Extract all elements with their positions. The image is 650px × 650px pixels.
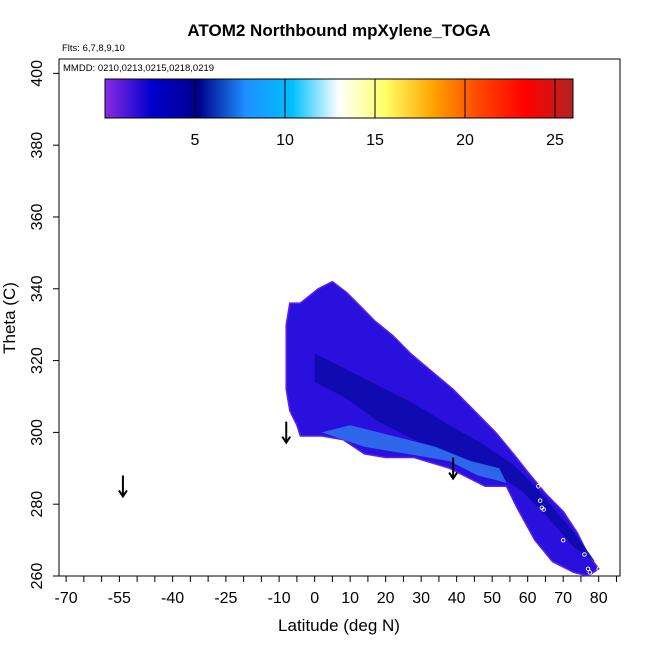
colorbar-tick-label: 20: [456, 132, 474, 149]
marker-layer: [536, 483, 601, 575]
chart-title: ATOM2 Northbound mpXylene_TOGA: [187, 21, 490, 40]
x-tick-label: 40: [448, 590, 466, 607]
data-marker: [536, 483, 541, 489]
y-tick-label: 320: [29, 347, 46, 374]
arrow-head: [448, 471, 458, 481]
x-tick-label: 60: [519, 590, 537, 607]
y-tick-label: 380: [29, 132, 46, 159]
colorbar-tick-label: 10: [276, 132, 294, 149]
arrow-head: [281, 436, 292, 445]
x-axis-label: Latitude (deg N): [278, 616, 400, 635]
x-tick-label: 10: [341, 590, 359, 607]
colorbar-tick-label: 15: [366, 132, 384, 149]
data-marker: [596, 566, 601, 572]
flights-label: Flts: 6,7,8,9,10: [62, 43, 125, 54]
x-tick-label: -55: [108, 590, 131, 607]
x-tick-label: 30: [412, 590, 430, 607]
x-tick-label: -70: [55, 590, 78, 607]
dates-label: MMDD: 0210,0213,0215,0218,0219: [63, 63, 214, 74]
data-marker: [582, 552, 587, 557]
data-marker: [585, 566, 591, 572]
colorbar-tick-label: 25: [546, 132, 564, 149]
x-tick-label: 20: [377, 590, 395, 607]
x-tick-label: -10: [268, 590, 291, 607]
data-marker: [587, 570, 593, 575]
x-tick-label: 0: [310, 590, 319, 607]
x-tick-label: 50: [483, 590, 501, 607]
data-marker: [560, 537, 566, 543]
x-axis: -70 -55 -40 -25 -10 0 10 20 30 40 50 60 70 80: [55, 576, 617, 607]
data-marker: [537, 498, 543, 503]
arrow-head: [118, 489, 128, 499]
y-axis: 260 280 300 320 340 360 380 400: [29, 60, 59, 589]
x-tick-label: 70: [554, 590, 572, 607]
heatmap-field: [285, 280, 600, 577]
y-tick-label: 280: [29, 491, 46, 518]
colorbar-tick-label: 5: [191, 132, 200, 149]
y-tick-label: 400: [29, 60, 46, 87]
y-tick-label: 300: [29, 419, 46, 446]
y-tick-label: 260: [29, 563, 46, 590]
field-light-band: [321, 425, 507, 483]
data-marker: [541, 507, 546, 512]
x-tick-label: 80: [590, 590, 608, 607]
y-tick-label: 340: [29, 275, 46, 302]
field-core: [314, 353, 596, 562]
y-tick-label: 360: [29, 204, 46, 231]
x-tick-label: -25: [214, 590, 237, 607]
colorbar-bar: [104, 78, 574, 119]
plot-frame: [58, 58, 621, 577]
x-tick-label: -40: [161, 590, 184, 607]
colorbar: 5 10 15 20 25: [104, 78, 574, 149]
arrow-layer: [118, 421, 458, 499]
y-axis-label: Theta (C): [0, 282, 19, 354]
